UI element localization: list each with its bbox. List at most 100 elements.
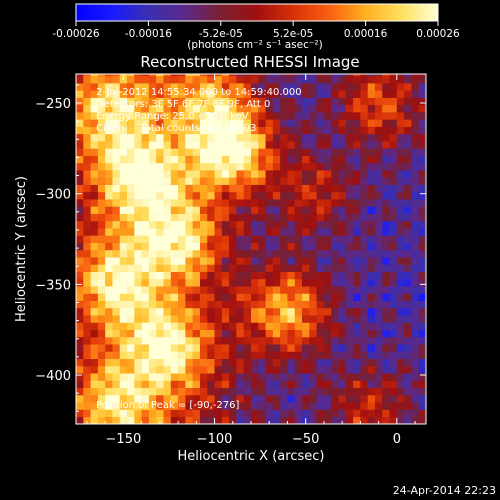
heatmap-cell <box>229 257 237 265</box>
heatmap-cell <box>170 220 179 229</box>
heatmap-cell <box>83 170 91 178</box>
heatmap-cell <box>112 293 121 301</box>
heatmap-cell <box>258 336 266 345</box>
heatmap-cell <box>207 365 215 374</box>
heatmap-cell <box>374 300 383 309</box>
heatmap-cell <box>316 394 325 403</box>
heatmap-cell <box>316 75 325 84</box>
heatmap-cell <box>243 278 252 287</box>
heatmap-cell <box>141 380 150 389</box>
heatmap-cell <box>185 75 193 84</box>
heatmap-cell <box>148 75 157 84</box>
heatmap-cell <box>236 307 245 316</box>
heatmap-cell <box>411 293 420 301</box>
heatmap-cell <box>97 133 106 142</box>
heatmap-cell <box>272 271 281 280</box>
heatmap-cell <box>141 278 150 287</box>
heatmap-cell <box>76 126 84 135</box>
heatmap-cell <box>97 409 106 418</box>
heatmap-cell <box>214 351 223 360</box>
heatmap-cell <box>345 249 354 258</box>
heatmap-cell <box>229 104 237 113</box>
heatmap-cell <box>207 416 215 424</box>
heatmap-cell <box>258 228 266 236</box>
heatmap-cell <box>360 228 368 236</box>
heatmap-cell <box>90 373 99 381</box>
heatmap-cell <box>316 278 325 287</box>
heatmap-cell <box>272 220 281 229</box>
heatmap-cell <box>418 293 426 301</box>
heatmap-cell <box>148 257 157 265</box>
heatmap-cell <box>156 228 164 236</box>
heatmap-cell <box>396 126 405 135</box>
y-tick-label: −400 <box>35 369 71 384</box>
heatmap-cell <box>302 264 310 272</box>
heatmap-cell <box>76 249 84 258</box>
heatmap-cell <box>331 141 339 149</box>
heatmap-cell <box>272 119 281 127</box>
heatmap-cell <box>389 97 398 106</box>
heatmap-cell <box>141 141 150 149</box>
heatmap-cell <box>345 155 354 164</box>
heatmap-cell <box>251 74 259 77</box>
heatmap-cell <box>90 380 99 389</box>
heatmap-cell <box>156 307 164 316</box>
heatmap-cell <box>192 170 201 178</box>
heatmap-cell <box>112 133 121 142</box>
heatmap-cell <box>178 365 186 374</box>
heatmap-cell <box>90 90 99 98</box>
heatmap-cell <box>272 373 281 381</box>
heatmap-cell <box>309 257 317 265</box>
heatmap-cell <box>309 336 317 345</box>
heatmap-cell <box>156 257 164 265</box>
heatmap-cell <box>396 249 405 258</box>
heatmap-cell <box>265 97 274 106</box>
heatmap-cell <box>396 112 405 120</box>
heatmap-cell <box>382 315 390 323</box>
heatmap-cell <box>338 83 347 91</box>
heatmap-cell <box>389 365 398 374</box>
heatmap-cell <box>134 402 142 410</box>
heatmap-cell <box>119 228 128 236</box>
heatmap-cell <box>287 126 296 135</box>
heatmap-cell <box>389 220 398 229</box>
heatmap-cell <box>207 293 215 301</box>
heatmap-cell <box>353 141 361 149</box>
heatmap-cell <box>251 141 259 149</box>
heatmap-cell <box>382 133 390 142</box>
heatmap-cell <box>214 358 223 367</box>
heatmap-cell <box>360 344 368 352</box>
heatmap-cell <box>294 416 303 424</box>
heatmap-cell <box>367 155 376 164</box>
heatmap-cell <box>170 177 179 185</box>
heatmap-cell <box>309 300 317 309</box>
heatmap-cell <box>396 170 405 178</box>
heatmap-cell <box>309 155 317 164</box>
heatmap-cell <box>360 220 368 229</box>
heatmap-cell <box>280 83 288 91</box>
heatmap-cell <box>192 315 201 323</box>
heatmap-cell <box>345 322 354 330</box>
heatmap-cell <box>258 344 266 352</box>
heatmap-cell <box>163 278 172 287</box>
heatmap-cell <box>170 322 179 330</box>
heatmap-cell <box>258 206 266 214</box>
heatmap-cell <box>389 300 398 309</box>
heatmap-cell <box>76 322 84 330</box>
heatmap-cell <box>265 300 274 309</box>
heatmap-cell <box>353 235 361 243</box>
heatmap-cell <box>338 213 347 222</box>
heatmap-cell <box>112 83 121 91</box>
heatmap-cell <box>382 228 390 236</box>
heatmap-cell <box>90 75 99 84</box>
heatmap-cell <box>287 206 296 214</box>
heatmap-cell <box>127 416 135 424</box>
heatmap-cell <box>199 148 208 156</box>
heatmap-cell <box>396 293 405 301</box>
colorbar-tick-label: 0.00016 <box>344 28 388 40</box>
heatmap-cell <box>163 322 172 330</box>
heatmap-cell <box>338 278 347 287</box>
heatmap-cell <box>105 344 113 352</box>
heatmap-cell <box>178 257 186 265</box>
heatmap-cell <box>272 228 281 236</box>
